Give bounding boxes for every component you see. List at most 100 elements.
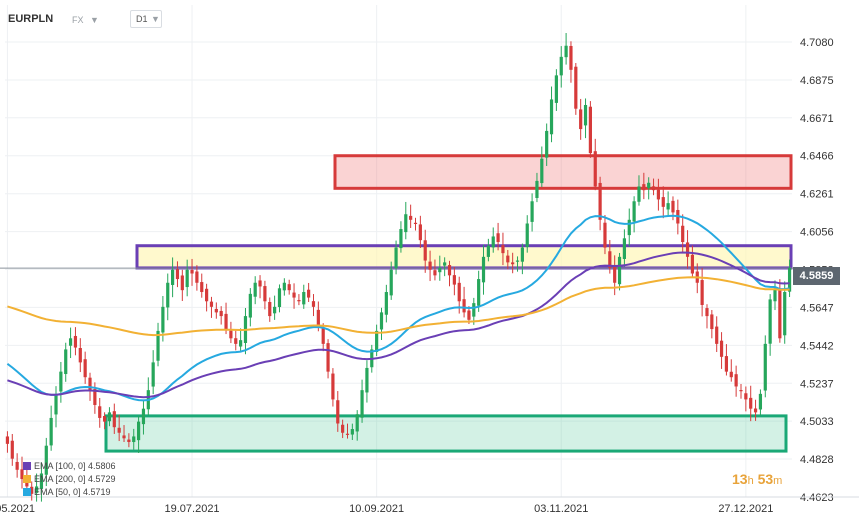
candle-body [749, 397, 753, 409]
candle-body [277, 288, 282, 308]
candle-body [729, 371, 733, 378]
candle-body [331, 373, 335, 400]
candle-body [132, 436, 136, 443]
legend-label-ema-100: EMA [100, 0] 4.5806 [34, 461, 116, 471]
candle-body [93, 389, 97, 405]
candle-body [205, 288, 209, 302]
candle-body [511, 262, 515, 265]
candle-body [433, 270, 437, 276]
candle-body [666, 203, 670, 210]
candle-body [15, 461, 19, 470]
legend-swatch-ema-100 [23, 462, 31, 470]
candle-body [462, 299, 466, 313]
candle-body [715, 326, 719, 344]
candle-body [593, 151, 597, 187]
candle-body [583, 104, 588, 126]
candle-body [88, 377, 92, 391]
candle-body [413, 222, 418, 225]
x-tick-label: 19.07.2021 [165, 503, 220, 515]
ema-200-line [7, 276, 790, 337]
candle-body [734, 374, 738, 387]
candle-body [355, 414, 359, 432]
candle-body [268, 301, 272, 317]
candle-body [219, 310, 223, 317]
legend-ema-100: EMA [100, 0] 4.5806 [23, 461, 116, 471]
y-tick-label: 4.6466 [800, 151, 834, 163]
candle-body [569, 45, 573, 70]
candle-body [705, 308, 709, 317]
candle-body [102, 416, 107, 422]
candle-body [438, 267, 442, 273]
candle-body [724, 356, 729, 372]
y-tick-label: 4.7080 [800, 37, 834, 49]
candle-body [273, 306, 277, 314]
candle-body [627, 219, 631, 236]
candle-body [224, 313, 228, 330]
candle-body [700, 280, 704, 305]
x-tick-label: 03.11.2021 [534, 503, 588, 515]
candle-body [423, 240, 427, 261]
candle-body [447, 265, 452, 276]
legend-swatch-ema-50 [23, 488, 31, 496]
candle-body [457, 282, 461, 302]
chevron-down-icon: ▼ [151, 14, 160, 24]
candle-body [39, 473, 44, 489]
legend-ema-200: EMA [200, 0] 4.5729 [23, 474, 116, 484]
market-dropdown-icon[interactable]: ▼ [90, 15, 99, 25]
timeframe-select[interactable]: D1 ▼ [130, 10, 162, 28]
candle-body [282, 282, 286, 291]
candle-body [209, 301, 214, 307]
candle-body [540, 158, 544, 184]
candle-body [171, 269, 175, 285]
candle-body [127, 439, 131, 443]
candle-body [248, 293, 252, 318]
candle-body [311, 301, 316, 307]
candle-body [316, 309, 320, 326]
y-tick-label: 4.6261 [800, 189, 834, 201]
candle-body [758, 393, 763, 410]
candle-body [598, 182, 602, 220]
y-tick-label: 4.5237 [800, 378, 834, 390]
candle-body [574, 66, 578, 109]
candle-body [656, 189, 661, 200]
candle-body [389, 269, 393, 296]
y-tick-label: 4.5647 [800, 302, 834, 314]
candle-body [365, 367, 369, 393]
candle-body [506, 255, 510, 263]
y-tick-label: 4.6671 [800, 113, 834, 125]
candle-body [564, 45, 568, 58]
candle-body [515, 260, 520, 262]
candle-body [107, 412, 112, 422]
candle-body [520, 247, 524, 262]
candle-body [258, 280, 262, 287]
symbol-label[interactable]: EURPLN [8, 13, 54, 25]
x-tick-label: 10.09.2021 [349, 503, 404, 515]
candle-body [141, 408, 146, 425]
candle-body [773, 288, 777, 302]
candle-body [25, 479, 29, 487]
candle-body [229, 330, 233, 339]
candle-body [768, 299, 772, 344]
current-price-tag: 4.5859 [793, 267, 840, 285]
candle-body [554, 75, 558, 103]
candle-body [117, 427, 121, 433]
candle-body [321, 328, 325, 344]
candle-body [64, 349, 68, 375]
candle-body [647, 182, 651, 189]
candle-body [263, 286, 267, 302]
candle-body [545, 130, 549, 158]
y-tick-label: 4.5033 [800, 416, 834, 428]
candle-body [350, 429, 354, 435]
candle-body [608, 251, 612, 268]
legend-label-ema-200: EMA [200, 0] 4.5729 [34, 474, 116, 484]
candle-body [549, 99, 554, 135]
ema-100-line [7, 251, 790, 399]
timer-hours: 13 [732, 471, 748, 487]
candle-body [180, 275, 184, 291]
y-tick-label: 4.5442 [800, 340, 834, 352]
candle-body [744, 393, 748, 400]
candle-body [185, 269, 189, 288]
resistance-zone [333, 154, 793, 190]
candle-body [753, 408, 758, 413]
